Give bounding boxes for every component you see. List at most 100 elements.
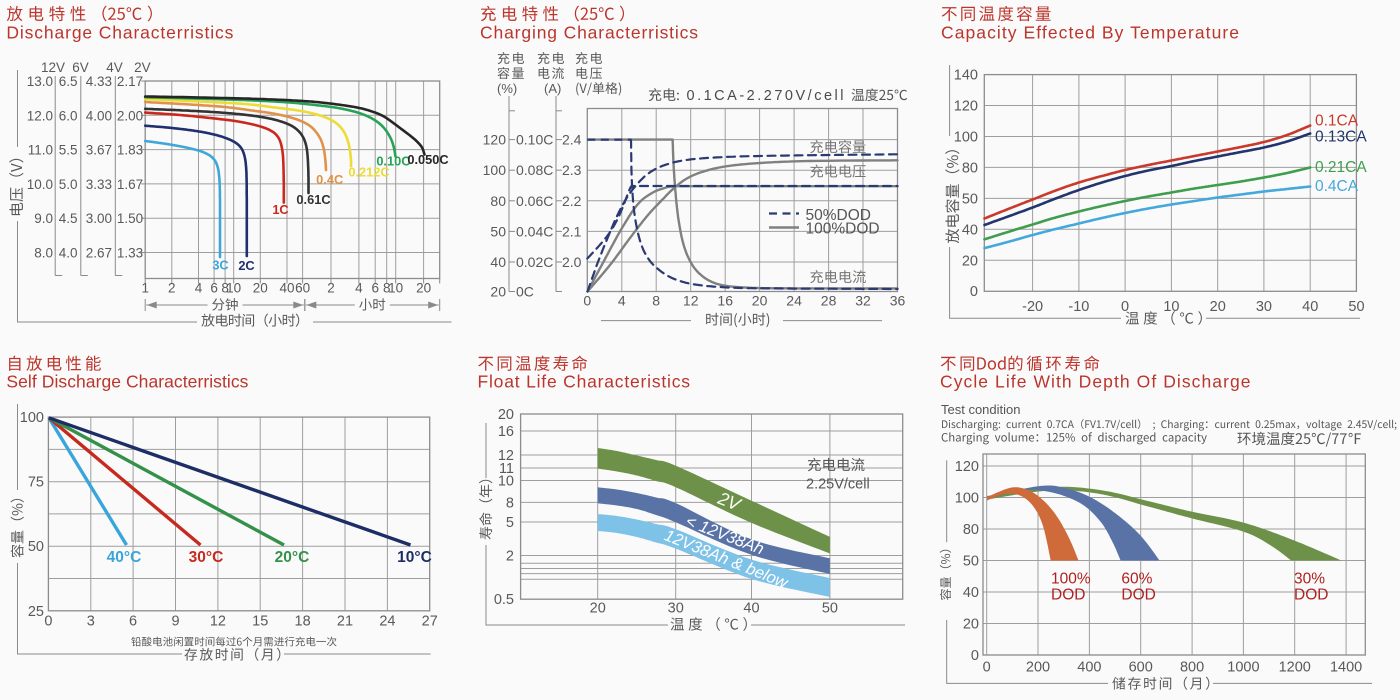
- svg-text:40: 40: [963, 585, 979, 601]
- svg-text:0.06C: 0.06C: [516, 193, 553, 209]
- svg-text:0.10C: 0.10C: [516, 132, 553, 148]
- svg-text:40: 40: [743, 601, 759, 617]
- svg-text:5.0: 5.0: [59, 177, 78, 192]
- svg-text:80: 80: [490, 193, 506, 209]
- svg-text:Test condition: Test condition: [941, 402, 1021, 417]
- svg-text:3C: 3C: [212, 258, 228, 273]
- svg-text:10.0: 10.0: [27, 177, 53, 192]
- svg-text:0.1CA-2.270V/cell: 0.1CA-2.270V/cell: [687, 88, 844, 104]
- svg-text:6: 6: [210, 281, 218, 296]
- svg-text:600: 600: [1129, 660, 1153, 676]
- svg-text:8.0: 8.0: [34, 246, 53, 261]
- svg-text:25: 25: [28, 604, 44, 620]
- svg-text:30: 30: [1256, 299, 1272, 315]
- svg-text:50: 50: [1348, 299, 1364, 315]
- svg-text:0.4C: 0.4C: [316, 172, 343, 187]
- svg-text:1.83: 1.83: [117, 143, 143, 158]
- svg-text:1400: 1400: [1330, 660, 1362, 676]
- svg-text:40°C: 40°C: [107, 549, 142, 566]
- svg-text:18: 18: [295, 614, 311, 630]
- svg-text:0.4CA: 0.4CA: [1315, 178, 1359, 195]
- svg-text:6V: 6V: [72, 60, 89, 75]
- svg-text:0.1CA: 0.1CA: [1315, 113, 1359, 130]
- svg-text:2.17: 2.17: [117, 74, 143, 89]
- svg-text:20: 20: [752, 293, 768, 309]
- svg-text:27: 27: [422, 614, 438, 630]
- svg-text:Cycle Life With Depth Of Disch: Cycle Life With Depth Of Discharge: [940, 371, 1251, 391]
- svg-text:60%: 60%: [1121, 571, 1152, 588]
- svg-text:2.3: 2.3: [562, 162, 582, 178]
- svg-text:30°C: 30°C: [189, 549, 224, 566]
- svg-text:Charging Characterristics: Charging Characterristics: [480, 23, 698, 43]
- svg-text:200: 200: [1026, 660, 1050, 676]
- svg-text:0.02C: 0.02C: [516, 254, 553, 270]
- svg-text:20°C: 20°C: [275, 549, 310, 566]
- svg-text:12: 12: [683, 293, 699, 309]
- svg-text:10: 10: [1163, 299, 1179, 315]
- svg-text:9: 9: [171, 614, 179, 630]
- svg-text:4.00: 4.00: [86, 108, 112, 123]
- svg-text:12: 12: [210, 614, 226, 630]
- svg-text:120: 120: [483, 132, 507, 148]
- svg-text:3.33: 3.33: [86, 177, 112, 192]
- svg-text:4V: 4V: [106, 60, 123, 75]
- svg-text:12: 12: [498, 448, 514, 464]
- svg-text:40: 40: [279, 281, 294, 296]
- svg-text:0: 0: [970, 284, 978, 300]
- svg-text:8: 8: [383, 281, 391, 296]
- svg-text:20: 20: [962, 253, 978, 269]
- svg-text:20: 20: [498, 407, 514, 423]
- svg-text:Discharge Characterristics: Discharge Characterristics: [6, 23, 233, 43]
- svg-text:10°C: 10°C: [397, 549, 432, 566]
- svg-text:11: 11: [499, 461, 514, 477]
- svg-text:60: 60: [295, 281, 310, 296]
- svg-text:40: 40: [962, 222, 978, 238]
- svg-text:8: 8: [221, 281, 229, 296]
- svg-text:50: 50: [963, 554, 979, 570]
- svg-text:0.212C: 0.212C: [348, 165, 389, 180]
- svg-text:3: 3: [87, 614, 95, 630]
- svg-text:12.0: 12.0: [27, 108, 53, 123]
- svg-text:2C: 2C: [238, 258, 254, 273]
- svg-text:10: 10: [388, 281, 403, 296]
- svg-text:16: 16: [498, 424, 514, 440]
- svg-text:20: 20: [590, 601, 606, 617]
- svg-text:10: 10: [226, 281, 241, 296]
- svg-text:2.4: 2.4: [562, 132, 582, 148]
- svg-text:50%DOD: 50%DOD: [806, 207, 871, 224]
- svg-text:0.10C: 0.10C: [376, 154, 410, 169]
- svg-text:2.25V/cell: 2.25V/cell: [806, 477, 870, 493]
- svg-text:100%DOD: 100%DOD: [806, 221, 880, 238]
- svg-text:0.5: 0.5: [494, 592, 514, 608]
- svg-text:4: 4: [618, 293, 626, 309]
- svg-text:0.04C: 0.04C: [516, 223, 553, 239]
- svg-text:400: 400: [1077, 660, 1101, 676]
- svg-text:13.0: 13.0: [27, 74, 53, 89]
- svg-text:DOD: DOD: [1121, 587, 1155, 604]
- svg-text:15: 15: [252, 614, 268, 630]
- svg-text:32: 32: [855, 293, 871, 309]
- svg-text:2.2: 2.2: [562, 193, 582, 209]
- svg-text:DOD: DOD: [1051, 587, 1085, 604]
- svg-text:6: 6: [129, 614, 137, 630]
- svg-text:36: 36: [890, 293, 906, 309]
- svg-text:0: 0: [583, 293, 591, 309]
- svg-text:1.67: 1.67: [117, 177, 143, 192]
- svg-text:0.61C: 0.61C: [296, 192, 330, 207]
- svg-text:0.21CA: 0.21CA: [1315, 159, 1367, 176]
- svg-text:Capacity Effected By Temperatu: Capacity Effected By Temperature: [941, 23, 1239, 43]
- svg-text:50: 50: [28, 539, 44, 555]
- svg-text:10: 10: [498, 474, 514, 490]
- svg-text:100%: 100%: [1051, 571, 1091, 588]
- svg-text:20: 20: [253, 281, 268, 296]
- svg-text:0.13CA: 0.13CA: [1315, 129, 1367, 146]
- svg-text:5: 5: [506, 515, 514, 531]
- svg-text:80: 80: [962, 160, 978, 176]
- svg-text:4: 4: [195, 281, 203, 296]
- svg-text:DOD: DOD: [1294, 587, 1328, 604]
- svg-text:0.050C: 0.050C: [407, 152, 448, 167]
- svg-text:-10: -10: [1068, 299, 1089, 315]
- svg-text:40: 40: [1302, 299, 1318, 315]
- svg-text:4.33: 4.33: [86, 74, 112, 89]
- svg-text:100: 100: [955, 491, 979, 507]
